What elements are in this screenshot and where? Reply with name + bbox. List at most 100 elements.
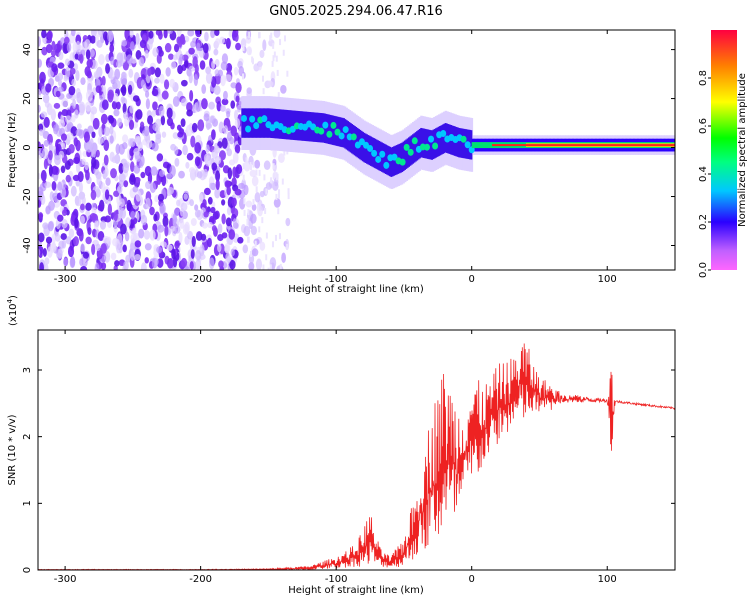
noise-dot (147, 172, 153, 185)
noise-dot (85, 202, 92, 211)
noise-dot (220, 105, 226, 112)
noise-dot (58, 119, 66, 128)
noise-dot (242, 244, 249, 254)
noise-dot (78, 181, 83, 194)
noise-dot (179, 219, 185, 229)
noise-dot (160, 115, 166, 126)
noise-dot (50, 108, 56, 120)
noise-dot (221, 213, 226, 225)
noise-streak (286, 243, 289, 250)
noise-dot (84, 161, 89, 171)
noise-dot (129, 30, 134, 38)
noise-dot (178, 170, 185, 179)
noise-dot (202, 43, 209, 54)
noise-dot (219, 36, 226, 45)
noise-dot (104, 250, 111, 263)
noise-dot (63, 257, 69, 267)
noise-dot (178, 232, 183, 244)
noise-dot (231, 197, 237, 207)
x-tick-label: -300 (54, 574, 77, 585)
noise-dot (159, 73, 165, 84)
x-tick-label: 0 (469, 574, 475, 585)
noise-dot (85, 141, 93, 153)
noise-dot (73, 156, 80, 165)
noise-dot (224, 74, 232, 82)
y-tick-label: -20 (22, 188, 33, 204)
noise-dot (57, 248, 63, 259)
noise-dot (243, 160, 251, 172)
ridge-band (420, 127, 423, 158)
noise-dot (40, 111, 48, 118)
noise-dot (137, 141, 143, 152)
ridge-line-red (492, 144, 675, 147)
noise-streak (249, 48, 252, 55)
noise-dot (255, 258, 263, 270)
noise-dot (232, 218, 237, 227)
noise-dot (38, 88, 42, 100)
noise-dot (226, 110, 231, 118)
noise-dot (78, 229, 84, 242)
ridge-peak (375, 155, 382, 163)
noise-dot (259, 190, 265, 198)
ridge-band (384, 144, 387, 174)
noise-dot (38, 199, 42, 208)
noise-dot (185, 161, 190, 169)
noise-dot (135, 50, 142, 60)
noise-dot (93, 71, 100, 79)
noise-dot (158, 169, 165, 178)
snr-frame (37, 329, 676, 571)
noise-dot (188, 167, 196, 174)
noise-dot (127, 84, 133, 95)
noise-dot (159, 202, 166, 215)
noise-dot (75, 161, 81, 173)
noise-dot (134, 135, 141, 144)
noise-dot (113, 210, 118, 222)
noise-dot (172, 213, 177, 225)
noise-dot (235, 42, 242, 51)
ridge-band (281, 109, 284, 139)
noise-dot (51, 180, 57, 191)
noise-dot (243, 225, 251, 237)
ridge-peak (383, 161, 390, 169)
noise-dot (128, 68, 134, 78)
noise-dot (189, 199, 194, 207)
noise-dot (205, 144, 210, 153)
noise-dot (165, 67, 171, 77)
noise-streak (287, 193, 290, 200)
noise-dot (84, 66, 91, 77)
noise-streak (242, 163, 245, 170)
noise-dot (121, 173, 127, 182)
noise-dot (196, 171, 203, 179)
noise-dot (64, 58, 70, 66)
noise-dot (76, 91, 83, 104)
noise-dot (228, 30, 233, 38)
noise-dot (135, 190, 142, 202)
noise-dot (146, 39, 153, 51)
noise-streak (277, 192, 280, 199)
noise-dot (229, 259, 236, 270)
noise-dot (154, 77, 160, 84)
noise-dot (151, 109, 157, 117)
noise-dot (235, 95, 240, 103)
noise-dot (163, 30, 168, 39)
noise-dot (113, 109, 120, 117)
ridge-band (418, 129, 421, 159)
noise-dot (38, 58, 42, 68)
noise-dot (145, 197, 151, 210)
noise-dot (167, 187, 175, 195)
noise-dot (66, 132, 74, 141)
ridge-peak (432, 142, 439, 150)
noise-dot (134, 177, 141, 184)
noise-dot (96, 174, 102, 186)
noise-dot (109, 151, 115, 162)
noise-dot (152, 47, 159, 57)
noise-dot (38, 172, 41, 180)
noise-dot (79, 258, 84, 267)
noise-dot (190, 249, 195, 259)
noise-dot (214, 210, 220, 220)
noise-dot (214, 187, 221, 199)
noise-dot (46, 30, 53, 41)
ridge-band (414, 132, 417, 162)
noise-dot (72, 174, 80, 182)
noise-dot (155, 130, 162, 142)
